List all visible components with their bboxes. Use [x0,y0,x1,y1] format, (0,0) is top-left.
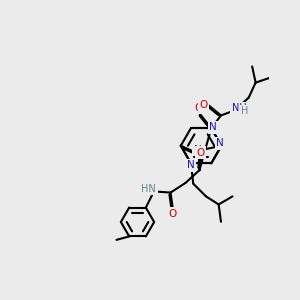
Text: N: N [209,122,217,132]
Text: O: O [194,103,202,113]
Text: O: O [169,209,177,219]
Text: O: O [199,100,207,110]
Text: HN: HN [142,184,156,194]
Text: O: O [197,148,205,158]
Text: H: H [241,106,248,116]
Text: NH: NH [232,103,246,113]
Text: N: N [187,160,194,170]
Text: N: N [216,138,224,148]
Text: N: N [194,145,201,155]
